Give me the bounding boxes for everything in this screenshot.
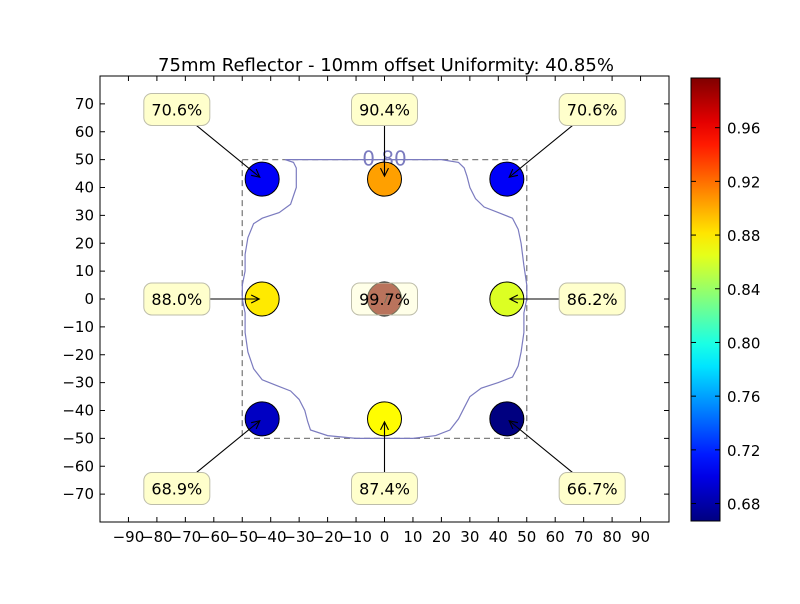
x-tick-label: −40 bbox=[255, 528, 287, 546]
annotation-box bbox=[143, 92, 211, 126]
annotation-arrowhead bbox=[250, 168, 261, 179]
x-tick-label: 30 bbox=[460, 528, 479, 546]
colorbar-tick-label: 0.92 bbox=[727, 173, 760, 191]
annotation-box bbox=[351, 92, 418, 126]
annotation-box bbox=[558, 282, 626, 316]
annotation-box bbox=[558, 472, 626, 506]
annotation-arrow bbox=[384, 292, 389, 304]
y-tick-label: 70 bbox=[75, 95, 94, 113]
x-tick-label: 40 bbox=[489, 528, 508, 546]
x-tick-label: 50 bbox=[517, 528, 536, 546]
annotation-box bbox=[143, 472, 211, 506]
colorbar-tick-label: 0.72 bbox=[727, 442, 760, 460]
annotation-arrowhead bbox=[380, 420, 389, 431]
annotation-arrowhead bbox=[508, 168, 519, 179]
colorbar-tick-label: 0.84 bbox=[727, 281, 760, 299]
x-tick-label: −70 bbox=[170, 528, 202, 546]
y-tick-label: 20 bbox=[75, 234, 94, 252]
annotation-label: 99.7% bbox=[359, 290, 410, 309]
data-point-marker bbox=[244, 161, 280, 197]
annotation-label: 70.6% bbox=[151, 100, 202, 119]
annotation-arrow bbox=[196, 125, 261, 178]
y-tick-label: 30 bbox=[75, 206, 94, 224]
x-tick-label: 20 bbox=[432, 528, 451, 546]
annotation-label: 88.0% bbox=[151, 290, 202, 309]
colorbar-tick-label: 0.68 bbox=[727, 496, 760, 514]
annotation-box bbox=[143, 282, 211, 316]
plot-area: −90−80−70−60−50−40−30−20−10 0 10 20 30 40 50 60… bbox=[62, 75, 670, 546]
x-tick-label: −60 bbox=[198, 528, 230, 546]
y-tick-label: 50 bbox=[75, 151, 94, 169]
x-tick-label: 10 bbox=[403, 528, 422, 546]
annotation-label: 68.9% bbox=[151, 480, 202, 499]
y-tick-label: −60 bbox=[62, 457, 94, 475]
y-tick-label: −40 bbox=[62, 402, 94, 420]
data-point-marker bbox=[489, 161, 525, 197]
annotation-label: 87.4% bbox=[359, 480, 410, 499]
y-tick-label: −70 bbox=[62, 485, 94, 503]
x-tick-label: −20 bbox=[312, 528, 344, 546]
x-tick-label: 90 bbox=[631, 528, 650, 546]
annotation-arrowhead bbox=[508, 294, 519, 304]
annotation-arrowhead bbox=[250, 419, 261, 430]
colorbar: 0.68 0.72 0.76 0.80 0.84 0.88 0.92 0.96 bbox=[690, 77, 760, 522]
data-point-marker bbox=[367, 281, 402, 317]
y-tick-label: 60 bbox=[75, 123, 94, 141]
y-tick-label: 40 bbox=[75, 179, 94, 197]
data-point-marker bbox=[244, 401, 280, 437]
annotation-label: 70.6% bbox=[567, 100, 618, 119]
x-tick-label: 0 bbox=[380, 528, 390, 546]
annotation-label: 90.4% bbox=[359, 100, 410, 119]
colorbar-body bbox=[690, 77, 721, 522]
annotation-arrowhead bbox=[380, 167, 389, 178]
chart-title: 75mm Reflector - 10mm offset Uniformity:… bbox=[158, 55, 614, 76]
annotation-label: 66.7% bbox=[567, 480, 618, 499]
annotation-box bbox=[351, 472, 418, 506]
x-tick-label: −90 bbox=[113, 528, 145, 546]
annotation-arrow bbox=[196, 420, 261, 473]
colorbar-tick-label: 0.76 bbox=[727, 388, 760, 406]
annotation-box bbox=[351, 282, 418, 316]
data-point-marker bbox=[489, 401, 525, 437]
y-tick-label: −10 bbox=[62, 318, 94, 336]
colorbar-tick-label: 0.96 bbox=[727, 120, 760, 138]
annotation-box bbox=[558, 92, 626, 126]
y-tick-label: 0 bbox=[84, 290, 94, 308]
x-tick-label: 60 bbox=[546, 528, 565, 546]
x-tick-label: −10 bbox=[340, 528, 372, 546]
y-tick-label: −50 bbox=[62, 429, 94, 447]
x-tick-label: −50 bbox=[226, 528, 258, 546]
annotation-arrow bbox=[508, 125, 573, 178]
contour-line bbox=[241, 159, 528, 439]
colorbar-tick-label: 0.80 bbox=[727, 334, 760, 352]
annotation-arrow bbox=[508, 420, 573, 473]
y-tick-label: −30 bbox=[62, 374, 94, 392]
colorbar-tick-label: 0.88 bbox=[727, 227, 760, 245]
x-tick-label: −80 bbox=[141, 528, 173, 546]
annotation-arrowhead bbox=[250, 294, 261, 304]
y-tick-label: −20 bbox=[62, 346, 94, 364]
annotation-label: 86.2% bbox=[567, 290, 618, 309]
x-tick-label: 70 bbox=[574, 528, 593, 546]
x-tick-label: 80 bbox=[603, 528, 622, 546]
y-tick-label: 10 bbox=[75, 262, 94, 280]
annotation-arrowhead bbox=[508, 419, 519, 430]
x-tick-label: −30 bbox=[283, 528, 315, 546]
